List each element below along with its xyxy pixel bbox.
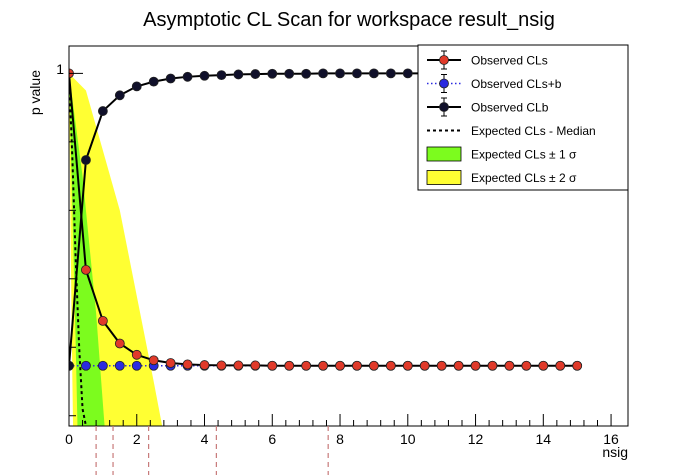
x-tick-label: 4 [201, 431, 209, 447]
observed-clb-point [114, 90, 125, 101]
x-tick-label: 8 [336, 431, 344, 447]
x-tick-label: 6 [268, 431, 276, 447]
observed-clb-point [318, 68, 328, 79]
observed-cls-point [148, 355, 159, 366]
observed-clb-point [131, 81, 142, 92]
observed-cls-point [436, 360, 447, 371]
observed-cls-point [199, 360, 210, 370]
y-tick-label-1: 1 [56, 61, 64, 77]
observed-clb-point [182, 71, 193, 82]
observed-clb-point [97, 106, 108, 116]
plot-frame [68, 45, 629, 427]
observed-clb-point [233, 69, 244, 80]
legend: Observed CLs Observed CLs+b Observed CLb Ex… [417, 44, 629, 191]
observed-clb-point [369, 68, 379, 79]
observed-cls-point [284, 360, 295, 371]
legend-label-expected-cls-median: Expected CLs - Median [471, 124, 596, 138]
x-tick-label: 2 [133, 431, 141, 447]
observed-cls-point [114, 338, 125, 349]
observed-cls-b-point [97, 360, 108, 371]
x-tick-label: 16 [603, 431, 619, 447]
x-axis-title: nsig [602, 444, 628, 460]
observed-clb-point [335, 68, 345, 79]
observed-cls-point [470, 360, 481, 371]
observed-clb-point [165, 73, 176, 84]
observed-cls-point [572, 360, 583, 371]
observed-clb-point [301, 68, 312, 79]
legend-swatch-expected-cls-2 [426, 170, 462, 185]
legend-swatch-expected-cls-1 [426, 146, 462, 162]
cl-limit-lines [95, 426, 329, 475]
observed-clb-point [352, 68, 362, 79]
observed-clb-point [148, 76, 159, 87]
observed-cls-point [487, 360, 498, 371]
observed-cls-point [250, 360, 261, 371]
observed-clb-point [81, 155, 91, 165]
observed-cls-b-point [114, 360, 125, 371]
observed-cls-b-point [131, 360, 142, 371]
legend-label-observed-cls-b: Observed CLs+b [471, 77, 562, 91]
observed-cls-point [267, 360, 278, 371]
observed-cls-b-point [81, 360, 91, 371]
observed-cls-point [131, 349, 142, 360]
observed-cls-point [555, 360, 566, 371]
observed-clb-point [250, 69, 261, 79]
observed-cls-point [419, 360, 430, 371]
observed-clb-point [69, 360, 74, 371]
observed-cls-point [521, 360, 532, 371]
observed-cls-point [538, 360, 549, 371]
observed-cls-point [318, 360, 328, 371]
observed-cls-point [385, 360, 396, 371]
observed-cls-point [402, 360, 413, 371]
observed-cls-point [369, 360, 379, 371]
observed-clb-point [267, 68, 278, 79]
observed-cls-point [81, 264, 91, 275]
legend-box [417, 44, 629, 191]
observed-cls-point [352, 360, 362, 371]
observed-cls-point [335, 360, 345, 371]
x-tick-label: 10 [400, 431, 416, 447]
chart-title: Asymptotic CL Scan for workspace result_… [143, 9, 555, 31]
observed-cls-point [182, 359, 193, 370]
observed-cls-point [97, 316, 108, 326]
observed-clb-point [284, 68, 295, 79]
legend-label-expected-cls-2: Expected CLs ± 2 σ [471, 171, 577, 185]
legend-label-observed-clb: Observed CLb [471, 101, 549, 115]
observed-clb-point [402, 68, 413, 79]
observed-clb-point [199, 70, 210, 81]
x-tick-label: 14 [536, 431, 552, 447]
observed-cls-point [301, 360, 312, 371]
expected-median-line [69, 73, 87, 426]
legend-label-observed-cls: Observed CLs [471, 54, 548, 68]
legend-label-expected-cls-1: Expected CLs ± 1 σ [471, 148, 577, 162]
legend-marker-observed-clb [439, 102, 449, 112]
legend-marker-observed-cls-b [439, 78, 449, 89]
y-axis-title: p value [27, 70, 43, 115]
observed-cls-point [233, 360, 244, 371]
x-tick-label: 12 [468, 431, 484, 447]
observed-clb-point [385, 68, 396, 79]
observed-cls-point [453, 360, 464, 371]
x-tick-label: 0 [65, 431, 73, 447]
observed-clb-point [216, 70, 227, 80]
observed-cls-point [216, 360, 227, 371]
observed-cls-point [504, 360, 515, 371]
legend-marker-observed-cls [439, 55, 449, 65]
observed-cls-point [165, 358, 176, 368]
axes: 0 2 4 6 8 10 12 14 16 [65, 72, 619, 447]
